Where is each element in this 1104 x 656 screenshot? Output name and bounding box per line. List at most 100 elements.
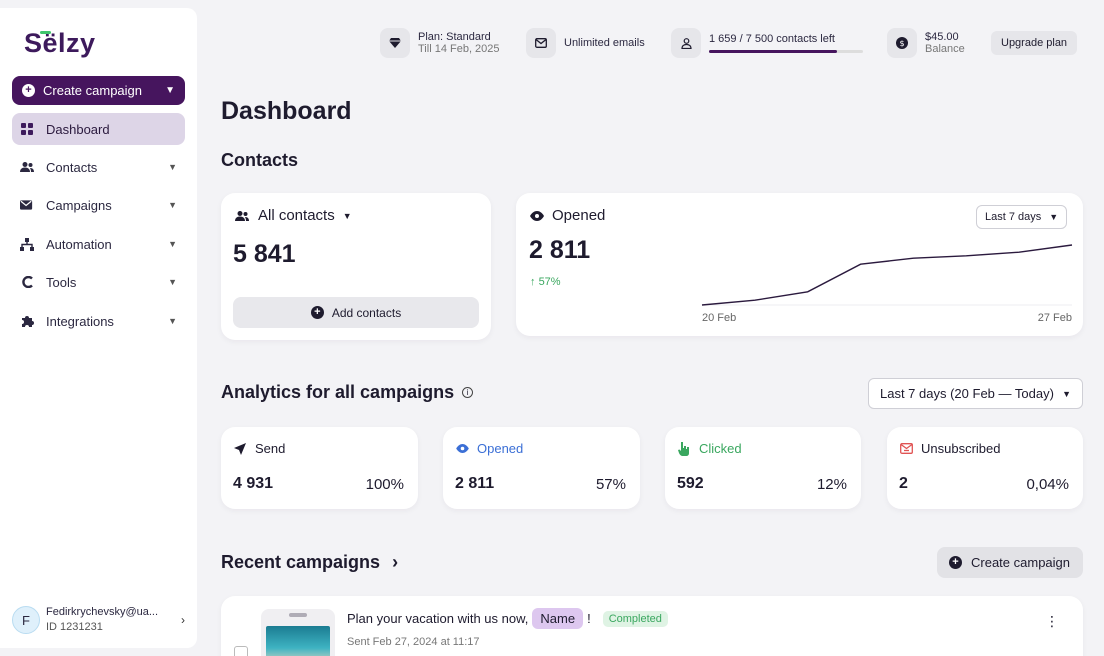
all-contacts-selector[interactable]: All contacts ▼ <box>234 207 352 224</box>
thumbnail-header <box>289 613 307 617</box>
sidebar-item-label: Tools <box>46 274 77 290</box>
sidebar-item-integrations[interactable]: Integrations ▼ <box>12 305 185 337</box>
emails-label: Unlimited emails <box>564 37 645 49</box>
balance-label: Balance <box>925 43 965 55</box>
analytics-range-value: Last 7 days (20 Feb — Today) <box>880 386 1054 401</box>
sidebar: Sëlzy + Create campaign ▼ Dashboard Cont… <box>0 8 197 648</box>
opened-card-title: Opened <box>530 207 605 224</box>
diamond-icon <box>380 28 410 58</box>
dollar-coin-icon: $ <box>887 28 917 58</box>
sidebar-item-contacts[interactable]: Contacts ▼ <box>12 151 185 183</box>
sidebar-item-campaigns[interactable]: Campaigns ▼ <box>12 189 185 221</box>
opened-label: Opened <box>552 207 606 224</box>
more-options-icon[interactable]: ⋮ <box>1045 613 1059 629</box>
add-contacts-button[interactable]: + Add contacts <box>233 297 479 328</box>
logo-accent-bar <box>40 31 51 34</box>
campaign-sent-date: Sent Feb 27, 2024 at 11:17 <box>347 636 480 648</box>
stat-value: 592 <box>677 475 704 492</box>
chevron-down-icon[interactable]: ▼ <box>168 200 177 210</box>
plus-circle-icon: + <box>310 306 324 319</box>
emails-info[interactable]: Unlimited emails <box>526 27 645 59</box>
selzy-logo[interactable]: Sëlzy <box>24 28 96 59</box>
balance-amount: $45.00 <box>925 31 959 43</box>
campaign-title[interactable]: Plan your vacation with us now, Name ! C… <box>347 608 668 629</box>
contacts-quota-label: 1 659 / 7 500 contacts left <box>709 33 835 45</box>
campaign-title-suffix: ! <box>587 611 591 626</box>
thumbnail-image <box>266 626 330 656</box>
mail-outline-icon <box>526 28 556 58</box>
merge-tag-name: Name <box>532 608 584 629</box>
chevron-down-icon: ▼ <box>342 210 352 221</box>
campaign-title-text: Plan your vacation with us now, <box>347 611 529 626</box>
info-icon[interactable]: i <box>462 387 474 398</box>
stat-title: Send <box>233 441 285 456</box>
chart-x-start-label: 20 Feb <box>702 312 737 324</box>
campaign-row[interactable]: Plan your vacation with us now, Name ! C… <box>221 596 1083 656</box>
opened-growth: ↑ 57% <box>530 276 561 288</box>
mail-icon <box>20 198 34 212</box>
sidebar-item-label: Integrations <box>46 313 114 329</box>
user-account[interactable]: F Fedirkrychevsky@ua... ID 1231231 › <box>12 600 185 640</box>
chevron-down-icon[interactable]: ▼ <box>168 277 177 287</box>
stat-title: Clicked <box>677 441 742 456</box>
chevron-down-icon: ▼ <box>1062 388 1071 399</box>
plan-expiry: Till 14 Feb, 2025 <box>418 43 500 55</box>
all-contacts-value: 5 841 <box>233 240 296 268</box>
chevron-down-icon[interactable]: ▼ <box>168 239 177 249</box>
stat-label: Unsubscribed <box>921 441 1001 456</box>
opened-card: Opened Last 7 days ▼ 2 811 ↑ 57% 20 Feb … <box>516 193 1083 336</box>
user-icon <box>671 28 701 58</box>
stat-percent: 57% <box>595 476 626 493</box>
contacts-quota[interactable]: 1 659 / 7 500 contacts left <box>671 27 863 59</box>
sidebar-item-automation[interactable]: Automation ▼ <box>12 228 185 260</box>
stat-value: 2 <box>899 475 908 492</box>
campaign-checkbox[interactable] <box>234 646 248 656</box>
recent-campaigns-title[interactable]: Recent campaigns › <box>221 552 398 573</box>
stat-percent: 0,04% <box>1026 476 1069 493</box>
plus-circle-icon: + <box>949 556 962 569</box>
recent-campaigns-label: Recent campaigns <box>221 552 381 572</box>
all-contacts-label: All contacts <box>258 207 335 224</box>
chevron-down-icon: ▼ <box>1049 212 1059 222</box>
sidebar-item-label: Campaigns <box>46 197 112 213</box>
create-campaign-button[interactable]: + Create campaign ▼ <box>12 76 185 105</box>
page-title: Dashboard <box>221 97 352 125</box>
campaign-thumbnail[interactable] <box>261 609 335 656</box>
opened-line-chart <box>701 244 1073 306</box>
user-email: Fedirkrychevsky@ua... <box>46 606 159 618</box>
svg-text:$: $ <box>899 39 904 48</box>
stat-card-send[interactable]: Send 4 931 100% <box>221 427 418 509</box>
opened-range-value: Last 7 days <box>985 211 1042 223</box>
analytics-range-select[interactable]: Last 7 days (20 Feb — Today) ▼ <box>868 378 1083 409</box>
opened-series-line <box>701 244 1073 306</box>
stat-card-unsubscribed[interactable]: Unsubscribed 2 0,04% <box>887 427 1083 509</box>
chevron-down-icon[interactable]: ▼ <box>168 316 177 326</box>
plan-name: Plan: Standard <box>418 31 491 43</box>
chart-x-end-label: 27 Feb <box>1037 312 1072 324</box>
plan-info[interactable]: Plan: Standard Till 14 Feb, 2025 <box>380 27 500 59</box>
opened-range-select[interactable]: Last 7 days ▼ <box>976 205 1068 229</box>
user-id: ID 1231231 <box>46 621 103 633</box>
status-badge: Completed <box>602 610 668 627</box>
opened-value: 2 811 <box>529 236 591 264</box>
upgrade-plan-button[interactable]: Upgrade plan <box>991 31 1078 55</box>
chevron-right-icon[interactable]: › <box>181 613 185 627</box>
contacts-progress-fill <box>709 50 837 53</box>
stat-card-opened[interactable]: Opened 2 811 57% <box>443 427 640 509</box>
balance-info[interactable]: $ $45.00 Balance <box>887 27 965 59</box>
analytics-section-title: Analytics for all campaigns i <box>221 382 474 403</box>
stat-card-clicked[interactable]: Clicked 592 12% <box>665 427 861 509</box>
chevron-down-icon[interactable]: ▼ <box>168 162 177 172</box>
flow-icon <box>20 237 34 251</box>
sidebar-item-dashboard[interactable]: Dashboard <box>12 113 185 145</box>
eye-icon <box>455 442 469 456</box>
pointer-icon <box>677 441 691 456</box>
stat-label: Send <box>255 441 286 456</box>
arrow-up-icon: ↑ <box>530 276 536 288</box>
sidebar-item-tools[interactable]: Tools ▼ <box>12 266 185 298</box>
stat-value: 2 811 <box>455 475 495 492</box>
sidebar-item-label: Automation <box>46 236 112 252</box>
users-icon <box>234 210 250 222</box>
tools-icon <box>20 275 34 289</box>
create-campaign-secondary-button[interactable]: + Create campaign <box>937 547 1083 578</box>
